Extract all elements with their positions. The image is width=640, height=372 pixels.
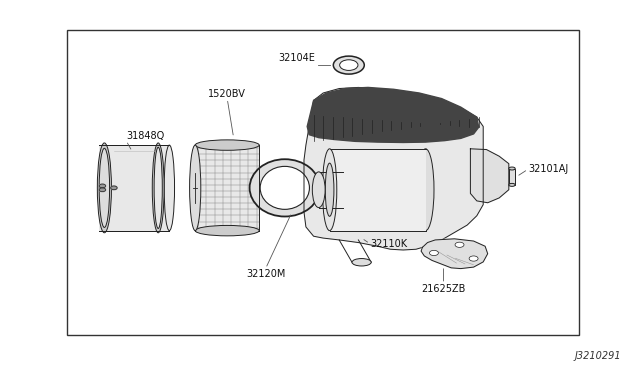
Text: 1520BV: 1520BV: [208, 89, 246, 99]
Ellipse shape: [250, 159, 320, 217]
Ellipse shape: [99, 148, 109, 227]
Bar: [509, 169, 515, 185]
Ellipse shape: [152, 143, 164, 233]
Text: 31848Q: 31848Q: [126, 131, 164, 141]
Circle shape: [429, 250, 438, 256]
Ellipse shape: [164, 145, 175, 231]
Bar: [330, 149, 426, 231]
Ellipse shape: [333, 56, 364, 74]
Ellipse shape: [189, 145, 201, 231]
Ellipse shape: [154, 147, 163, 228]
Ellipse shape: [195, 225, 259, 236]
Ellipse shape: [325, 163, 334, 217]
Ellipse shape: [97, 143, 111, 233]
Bar: [195, 145, 259, 231]
Text: J3210291: J3210291: [574, 351, 621, 361]
Polygon shape: [470, 149, 509, 203]
Text: 21625ZB: 21625ZB: [421, 284, 466, 294]
Polygon shape: [307, 87, 479, 142]
Ellipse shape: [509, 183, 515, 186]
Bar: [99, 145, 170, 231]
Polygon shape: [304, 87, 483, 250]
Bar: [67, 30, 579, 335]
Ellipse shape: [312, 172, 325, 208]
Text: 32104E: 32104E: [278, 53, 316, 63]
Circle shape: [99, 188, 106, 192]
Ellipse shape: [260, 166, 310, 209]
Ellipse shape: [352, 259, 371, 266]
Circle shape: [99, 184, 106, 188]
Text: 32101AJ: 32101AJ: [528, 164, 568, 174]
Ellipse shape: [509, 167, 515, 170]
Circle shape: [469, 256, 478, 261]
Ellipse shape: [340, 60, 358, 70]
Circle shape: [111, 186, 117, 190]
Text: 32110K: 32110K: [370, 239, 407, 248]
Ellipse shape: [195, 140, 259, 150]
Polygon shape: [421, 239, 488, 269]
Text: 32120M: 32120M: [246, 269, 285, 279]
Ellipse shape: [417, 149, 434, 231]
Ellipse shape: [323, 149, 337, 231]
Circle shape: [455, 242, 464, 247]
